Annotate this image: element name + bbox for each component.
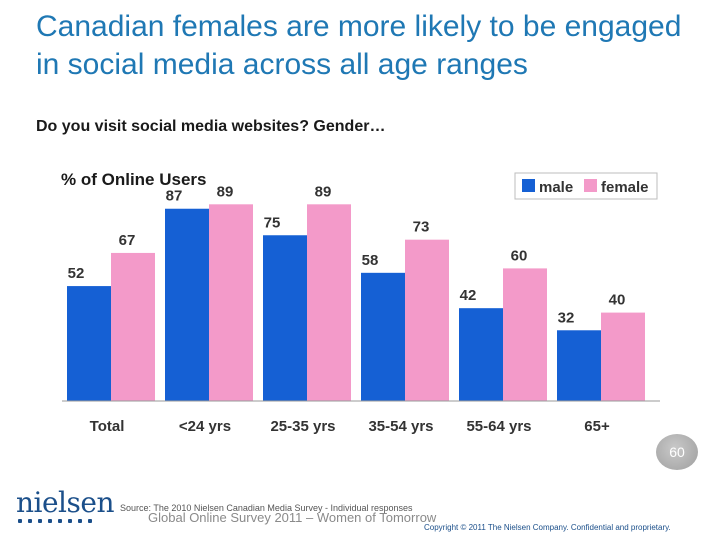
bar-male-5: [557, 330, 601, 401]
legend-swatch-male: [522, 179, 535, 192]
bar-female-3: [405, 239, 449, 401]
data-label-female-0: 67: [119, 232, 136, 249]
data-label-male-4: 42: [460, 287, 477, 304]
data-label-female-2: 89: [315, 183, 332, 200]
bar-male-1: [165, 208, 209, 401]
data-label-female-1: 89: [217, 183, 234, 200]
legend-label-male: male: [539, 179, 573, 196]
category-label-0: Total: [90, 418, 125, 435]
logo-dots: [18, 519, 110, 523]
category-label-2: 25-35 yrs: [270, 418, 335, 435]
bar-chart: % of Online Users male female 52 67 87 89 75…: [61, 170, 660, 435]
source-note: Source: The 2010 Nielsen Canadian Media …: [120, 503, 413, 513]
data-label-female-4: 60: [511, 247, 528, 264]
category-label-1: <24 yrs: [179, 418, 231, 435]
data-label-female-5: 40: [609, 292, 626, 309]
category-label-5: 65+: [584, 418, 610, 435]
data-label-female-3: 73: [413, 219, 430, 236]
legend-label-female: female: [601, 179, 649, 196]
slide-title: Canadian females are more likely to be e…: [36, 10, 682, 81]
nielsen-logo: nielsen: [16, 486, 115, 523]
page-number-badge: 60: [656, 434, 698, 470]
data-label-male-1: 87: [166, 188, 183, 205]
bar-female-1: [209, 204, 253, 401]
footer-caption: Global Online Survey 2011 – Women of Tom…: [148, 510, 437, 525]
chart-question: Do you visit social media websites? Gend…: [36, 118, 386, 135]
bar-male-3: [361, 272, 405, 401]
copyright-notice: Copyright © 2011 The Nielsen Company. Co…: [424, 523, 671, 532]
bar-female-5: [601, 312, 645, 401]
bar-male-2: [263, 235, 307, 401]
bar-male-4: [459, 308, 503, 401]
bar-male-0: [67, 286, 111, 401]
data-label-male-2: 75: [264, 214, 281, 231]
category-label-4: 55-64 yrs: [466, 418, 531, 435]
y-axis-label: % of Online Users: [61, 170, 206, 189]
data-label-male-3: 58: [362, 252, 379, 269]
category-label-3: 35-54 yrs: [368, 418, 433, 435]
bar-female-4: [503, 268, 547, 401]
data-label-male-5: 32: [558, 309, 575, 326]
logo-wordmark: nielsen: [16, 486, 115, 519]
bar-female-2: [307, 204, 351, 401]
bar-female-0: [111, 252, 155, 401]
data-label-male-0: 52: [68, 265, 85, 282]
legend: male female: [514, 172, 658, 200]
legend-swatch-female: [584, 179, 597, 192]
